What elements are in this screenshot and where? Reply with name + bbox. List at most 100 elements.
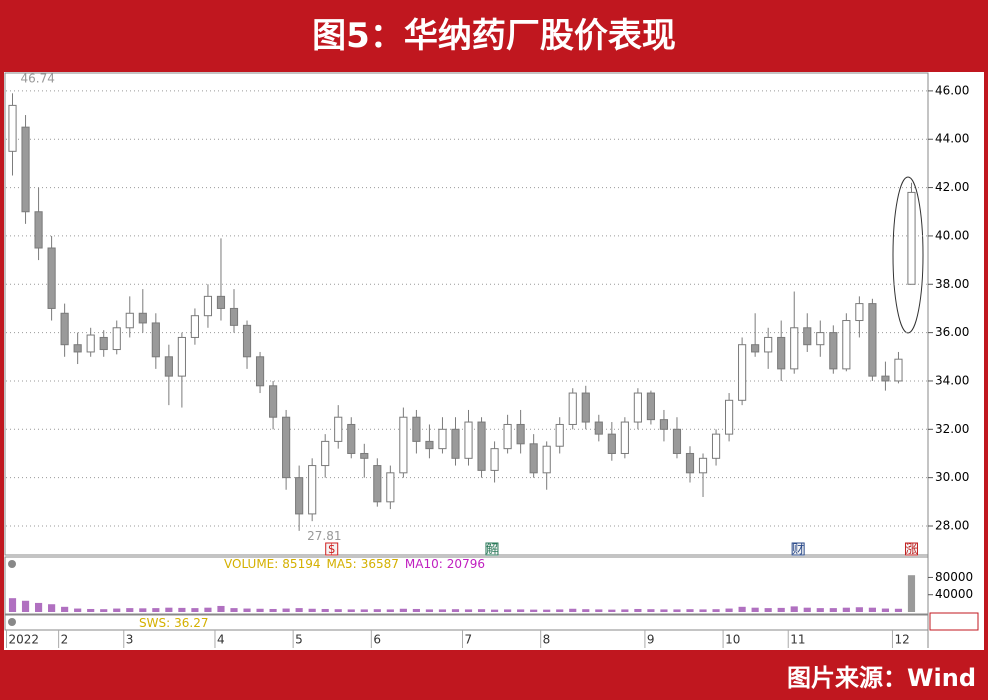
candle-body — [229, 307, 239, 326]
page-title: 图5：华纳药厂股价表现 — [312, 16, 676, 56]
volume-bar — [139, 608, 147, 612]
candle-body — [151, 322, 160, 358]
event-label: $ — [328, 542, 336, 556]
event-label: 涨 — [905, 541, 917, 556]
volume-bar — [425, 609, 434, 612]
x-tick-label: 8 — [543, 633, 551, 647]
volume-bar — [712, 609, 720, 612]
stat-value: 36587 — [361, 557, 399, 571]
candle-body — [803, 327, 812, 346]
candle-body — [764, 336, 773, 353]
candle-body — [555, 423, 564, 447]
y-tick-label: 30.00 — [935, 470, 969, 484]
stat-value: 36.27 — [174, 616, 208, 630]
stat-name: MA10: — [405, 557, 443, 571]
candle-body — [99, 336, 108, 351]
candle-body — [711, 433, 721, 459]
y-tick-label: 34.00 — [935, 373, 969, 387]
volume-bar — [829, 608, 837, 612]
candle-body — [490, 448, 499, 471]
candle-body — [242, 324, 252, 358]
candle-body — [347, 423, 356, 454]
candle-body — [334, 416, 343, 442]
candle-body — [321, 440, 330, 467]
volume-bar — [113, 608, 121, 612]
volume-bar — [855, 607, 863, 612]
candle-body — [34, 211, 43, 249]
volume-bar — [868, 607, 876, 612]
candle-body — [464, 421, 473, 459]
candle-body — [138, 312, 147, 324]
volume-bar — [803, 607, 811, 612]
candle-body — [620, 421, 629, 454]
candle-body — [842, 320, 851, 370]
volume-bar — [764, 608, 772, 612]
volume-bar — [504, 609, 512, 612]
volume-bar — [308, 608, 316, 612]
volume-bar — [191, 608, 199, 612]
volume-bar — [295, 608, 303, 612]
candle-body — [738, 344, 747, 401]
volume-bar — [373, 609, 381, 612]
candle-body — [777, 336, 786, 370]
y-tick-label: 32.00 — [935, 422, 969, 436]
candle-body — [516, 423, 525, 445]
candle-body — [581, 392, 590, 423]
candle-body — [308, 465, 317, 515]
candle-body — [477, 421, 486, 471]
volume-bar — [751, 607, 759, 612]
candle-body — [216, 295, 226, 309]
volume-bar — [61, 606, 69, 612]
volume-bar — [556, 609, 564, 612]
panel-icon — [8, 618, 16, 626]
y-tick-label: 46.00 — [935, 83, 969, 97]
volume-bar — [347, 609, 355, 612]
volume-bar — [582, 609, 590, 612]
y-tick-label: 38.00 — [935, 277, 969, 291]
x-tick-label: 5 — [295, 633, 303, 647]
candle-body — [203, 295, 213, 317]
volume-bar — [543, 609, 551, 612]
stat-name: MA5: — [326, 557, 356, 571]
volume-bar — [126, 608, 134, 612]
stat-name: VOLUME: — [224, 557, 278, 571]
volume-bar — [178, 607, 186, 612]
candle-body — [607, 433, 616, 454]
panel-icon — [8, 560, 16, 568]
volume-bar — [477, 609, 486, 612]
candle-body — [855, 303, 864, 322]
candle-body — [868, 303, 877, 377]
x-tick-label: 2022 — [9, 633, 40, 647]
x-tick-label: 7 — [465, 633, 473, 647]
volume-bar — [74, 608, 82, 612]
volume-bar — [451, 609, 460, 612]
candle-body — [829, 332, 838, 370]
candle-body — [633, 392, 642, 423]
x-tick-label: 12 — [894, 633, 909, 647]
volume-bar — [165, 607, 173, 612]
volume-bar — [517, 609, 525, 612]
candle-body — [112, 327, 121, 351]
candle-body — [594, 421, 603, 435]
volume-bar — [777, 607, 785, 612]
candle-body — [568, 392, 577, 425]
volume-bar — [438, 609, 447, 612]
volume-tick-label: 40000 — [935, 587, 973, 601]
stat-value: 20796 — [447, 557, 485, 571]
volume-bar — [48, 604, 56, 612]
volume-bar — [699, 609, 707, 612]
event-label: 财 — [792, 542, 804, 556]
volume-bar — [321, 608, 329, 612]
volume-bar — [738, 606, 746, 612]
candle-body — [659, 419, 669, 430]
volume-bar — [204, 607, 212, 612]
candle-body — [412, 416, 421, 442]
volume-bar — [881, 608, 890, 612]
volume-bar — [282, 608, 290, 612]
candle-body — [894, 358, 903, 382]
volume-bar — [660, 609, 668, 612]
candle-body — [529, 443, 538, 474]
y-tick-label: 36.00 — [935, 325, 969, 339]
volume-bar — [152, 608, 160, 612]
